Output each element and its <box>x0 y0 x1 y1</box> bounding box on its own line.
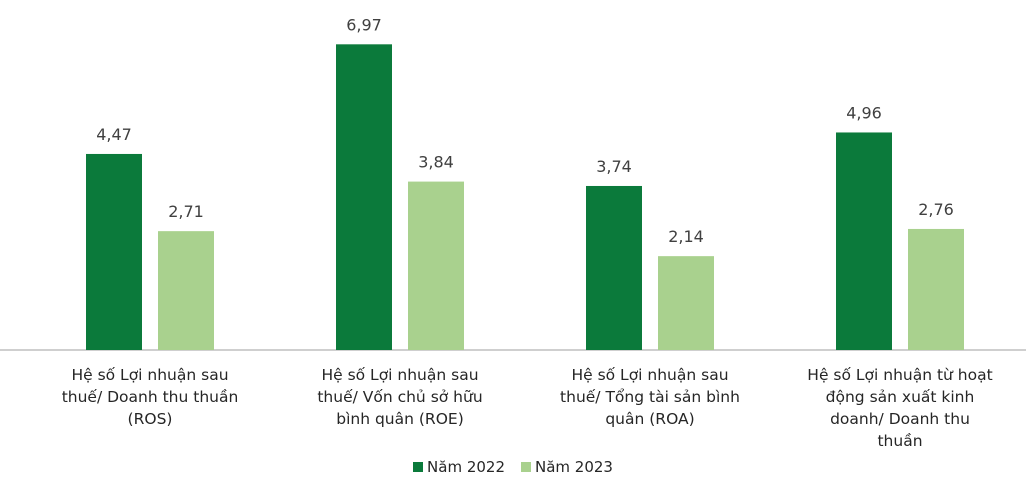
bar <box>86 153 142 350</box>
x-tick-label: Hệ số Lợi nhuận sau thuế/ Doanh thu thuầ… <box>61 366 239 428</box>
bar <box>336 44 392 351</box>
x-tick-label: Hệ số Lợi nhuận sau thuế/ Tổng tài sản b… <box>560 366 740 428</box>
data-label: 3,84 <box>418 153 454 172</box>
bar <box>836 132 892 350</box>
legend-swatch <box>413 462 424 472</box>
data-label: 4,96 <box>846 103 882 122</box>
legend: Năm 2022 Năm 2023 <box>0 458 1026 476</box>
data-label: 6,97 <box>346 15 382 34</box>
x-tick-label: Hệ số Lợi nhuận từ hoạt động sản xuất ki… <box>807 366 993 450</box>
data-label: 4,47 <box>96 125 132 144</box>
x-tick-label: Hệ số Lợi nhuận sau thuế/ Vốn chủ sở hữu… <box>317 366 483 428</box>
legend-item: Năm 2023 <box>521 458 613 476</box>
legend-label: Năm 2023 <box>535 458 613 476</box>
data-label: 2,71 <box>168 202 204 221</box>
data-label: 3,74 <box>596 157 632 176</box>
bar <box>586 185 642 350</box>
legend-label: Năm 2022 <box>427 458 505 476</box>
data-label: 2,14 <box>668 227 704 246</box>
legend-swatch <box>521 462 531 472</box>
bar <box>158 231 214 350</box>
legend-item: Năm 2022 <box>413 458 505 476</box>
bar <box>658 256 714 350</box>
data-label: 2,76 <box>918 200 954 219</box>
bar <box>408 181 464 350</box>
bar <box>908 228 964 350</box>
